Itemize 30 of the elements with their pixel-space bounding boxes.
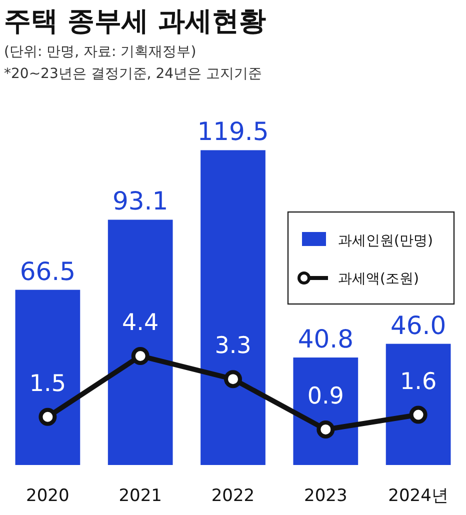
x-tick-label: 2024년 bbox=[388, 486, 448, 506]
x-tick-label: 2020 bbox=[26, 486, 70, 506]
data-label: 1.6 bbox=[400, 368, 437, 395]
data-label: 66.5 bbox=[20, 256, 76, 286]
text: *20~23년은 결정기준, 24년은 고지기준 bbox=[4, 66, 262, 82]
data-label: 0.9 bbox=[307, 383, 344, 410]
data-label: 40.8 bbox=[298, 324, 354, 354]
bar bbox=[15, 290, 80, 465]
point bbox=[38, 408, 57, 426]
point bbox=[224, 370, 242, 388]
bar bbox=[386, 344, 451, 465]
x-tick-label: 2023 bbox=[304, 486, 348, 506]
legend-label: 과세인원(만명) bbox=[338, 233, 433, 249]
chart-title: 주택 종부세 과세현황 bbox=[4, 6, 266, 37]
legend-label: 과세액(조원) bbox=[338, 271, 419, 287]
data-label: 4.4 bbox=[122, 310, 159, 336]
point bbox=[131, 346, 150, 365]
x-tick-label: 2022 bbox=[211, 486, 255, 506]
bar bbox=[293, 358, 358, 465]
bar bbox=[200, 150, 266, 465]
data-label: 93.1 bbox=[112, 186, 168, 216]
x-tick-label: 2021 bbox=[118, 486, 162, 506]
data-label: 119.5 bbox=[197, 117, 269, 146]
data-label: 1.5 bbox=[29, 370, 66, 397]
data-label: 46.0 bbox=[390, 310, 446, 340]
point bbox=[316, 420, 335, 438]
data-label: 3.3 bbox=[214, 333, 252, 360]
bar bbox=[108, 220, 173, 465]
point bbox=[409, 406, 428, 424]
chart-subtitle: (단위: 만명, 자료: 기획재정부) bbox=[4, 44, 196, 60]
